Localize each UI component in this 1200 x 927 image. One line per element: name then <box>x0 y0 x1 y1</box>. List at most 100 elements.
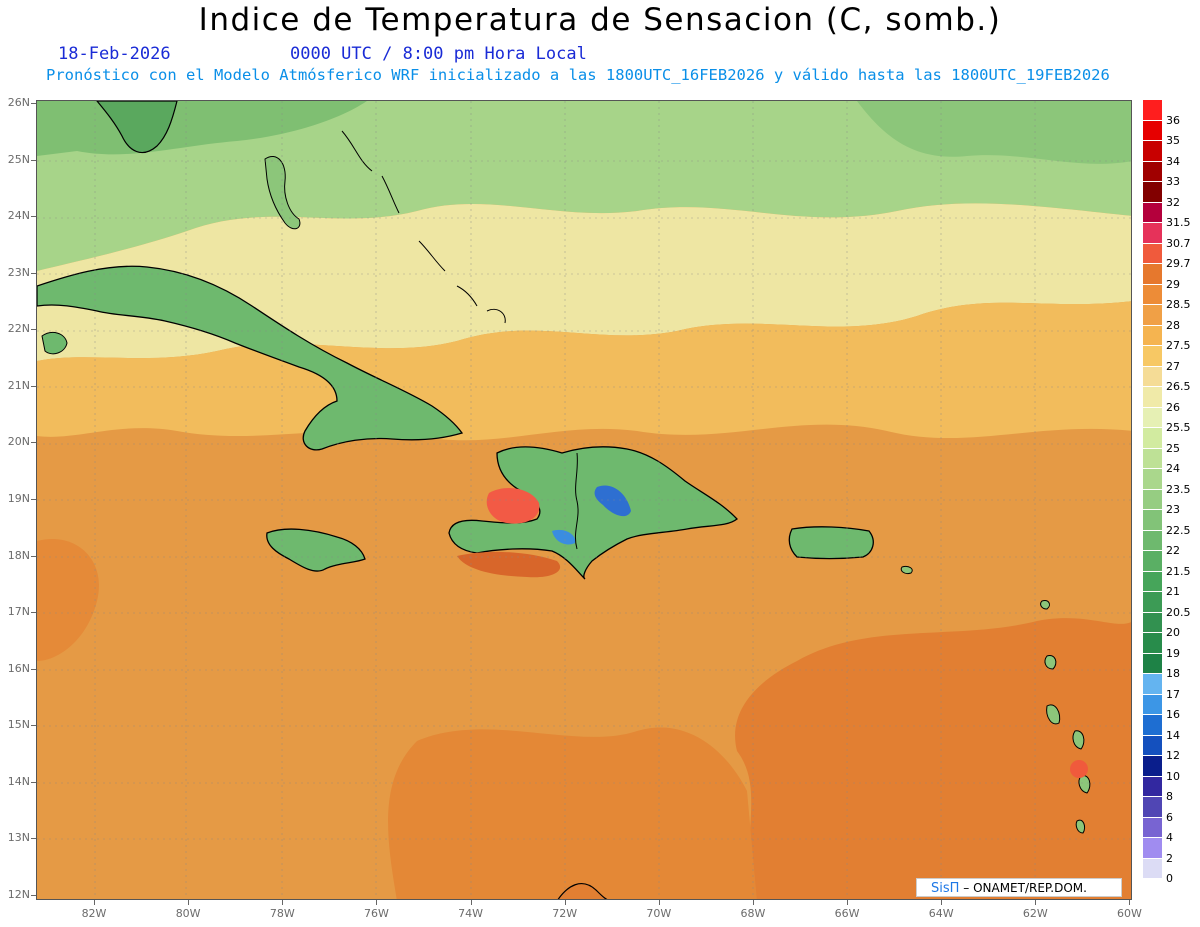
zone-light-orange <box>37 301 1131 441</box>
zone-haiti-south-red <box>457 551 561 578</box>
colorbar-label: 28 <box>1166 318 1180 332</box>
colorbar-label: 16 <box>1166 708 1180 722</box>
lon-label: 76W <box>363 907 389 920</box>
colorbar-cell <box>1143 674 1162 695</box>
colorbar-label: 30.7 <box>1166 236 1191 250</box>
colorbar-label: 20 <box>1166 626 1180 640</box>
lon-label: 74W <box>458 907 483 920</box>
colorbar-label: 18 <box>1166 667 1180 681</box>
land-lesser-antilles <box>900 566 1091 834</box>
colorbar-cell <box>1143 243 1162 264</box>
colorbar-label: 34 <box>1166 154 1180 168</box>
colorbar-label: 20.5 <box>1166 605 1191 619</box>
colorbar-cell <box>1143 141 1162 162</box>
colorbar-cell <box>1143 653 1162 674</box>
temperature-map[interactable] <box>36 100 1132 900</box>
colorbar-cell <box>1143 387 1162 408</box>
lat-tick <box>31 159 36 161</box>
land-haiti-dr-border <box>574 452 579 550</box>
lon-tick <box>847 900 849 905</box>
lat-tick <box>31 838 36 840</box>
colorbar-cell <box>1143 592 1162 613</box>
colorbar-cell <box>1143 428 1162 449</box>
lon-label: 64W <box>928 907 954 920</box>
lon-label: 80W <box>175 907 201 920</box>
lon-tick <box>1035 900 1037 905</box>
land-eleuthera <box>341 130 400 214</box>
zone-north-darkgreen-east <box>857 101 1131 164</box>
colorbar-cell <box>1143 284 1162 305</box>
colorbar-label: 36 <box>1166 113 1180 127</box>
lon-label: 70W <box>646 907 672 920</box>
colorbar-label: 27 <box>1166 359 1180 373</box>
colorbar-label: 10 <box>1166 769 1180 783</box>
lat-tick <box>31 555 36 557</box>
lat-label: 17N <box>7 605 30 619</box>
map-title: Indice de Temperatura de Sensacion (C, s… <box>198 2 1002 38</box>
land-andros <box>264 156 301 230</box>
land-florida <box>96 101 178 154</box>
colorbar-label: 0 <box>1166 872 1173 886</box>
colorbar-cell <box>1143 161 1162 182</box>
lat-tick <box>31 442 36 444</box>
lat-label: 12N <box>7 888 30 901</box>
colorbar-label: 29.7 <box>1166 257 1191 271</box>
colorbar-label: 32 <box>1166 195 1180 209</box>
lat-label: 15N <box>7 718 30 732</box>
colorbar-label: 23.5 <box>1166 482 1191 496</box>
colorbar-cell <box>1143 510 1162 531</box>
sispi-logo: SisΠ <box>931 881 960 896</box>
colorbar-label: 17 <box>1166 687 1180 701</box>
colorbar-label: 8 <box>1166 790 1173 804</box>
colorbar-cell <box>1143 305 1162 326</box>
map-canvas <box>37 101 1131 899</box>
lat-tick <box>31 329 36 331</box>
land-jamaica <box>266 528 366 572</box>
lat-tick <box>31 612 36 614</box>
colorbar-cell <box>1143 612 1162 633</box>
lat-label: 25N <box>7 152 30 166</box>
colorbar-label: 2 <box>1166 851 1173 865</box>
colorbar-label: 24 <box>1166 462 1180 476</box>
colorbar-label: 4 <box>1166 831 1173 845</box>
lat-label: 26N <box>7 96 30 109</box>
colorbar-label: 21 <box>1166 585 1180 599</box>
lon-label: 66W <box>834 907 860 920</box>
colorbar-cell <box>1143 469 1162 490</box>
lat-label: 22N <box>7 322 30 336</box>
colorbar-cell <box>1143 776 1162 797</box>
lon-label: 82W <box>81 907 107 920</box>
land-venezuela-coast <box>557 883 608 899</box>
land-hispaniola <box>448 446 738 580</box>
land-cuba <box>37 265 464 451</box>
lon-label: 60W <box>1117 907 1142 920</box>
colorbar-label: 25.5 <box>1166 421 1191 435</box>
zone-hispaniola-blue <box>594 485 631 517</box>
colorbar-cell <box>1143 366 1162 387</box>
colorbar-label: 12 <box>1166 749 1180 763</box>
zone-south-east-orange <box>735 618 1131 899</box>
colorbar-label: 33 <box>1166 175 1180 189</box>
colorbar-cell <box>1143 715 1162 736</box>
lon-tick <box>1129 900 1131 905</box>
lon-tick <box>564 900 566 905</box>
colorbar-cell <box>1143 694 1162 715</box>
land-puerto-rico <box>788 526 874 560</box>
lon-label: 72W <box>552 907 578 920</box>
lon-tick <box>94 900 95 905</box>
zone-west-orange <box>37 539 99 661</box>
lat-tick <box>31 272 36 274</box>
colorbar-cell <box>1143 407 1162 428</box>
colorbar-cell <box>1143 100 1162 121</box>
colorbar-label: 35 <box>1166 134 1180 148</box>
lon-label: 68W <box>740 907 766 920</box>
colorbar-cell <box>1143 735 1162 756</box>
colorbar-cell <box>1143 571 1162 592</box>
lon-tick <box>752 900 754 905</box>
colorbar-cell <box>1143 448 1162 469</box>
colorbar-label: 25 <box>1166 441 1180 455</box>
lat-tick <box>31 385 36 387</box>
lon-tick <box>376 900 378 905</box>
lat-label: 20N <box>7 435 30 449</box>
lat-label: 18N <box>7 548 30 562</box>
